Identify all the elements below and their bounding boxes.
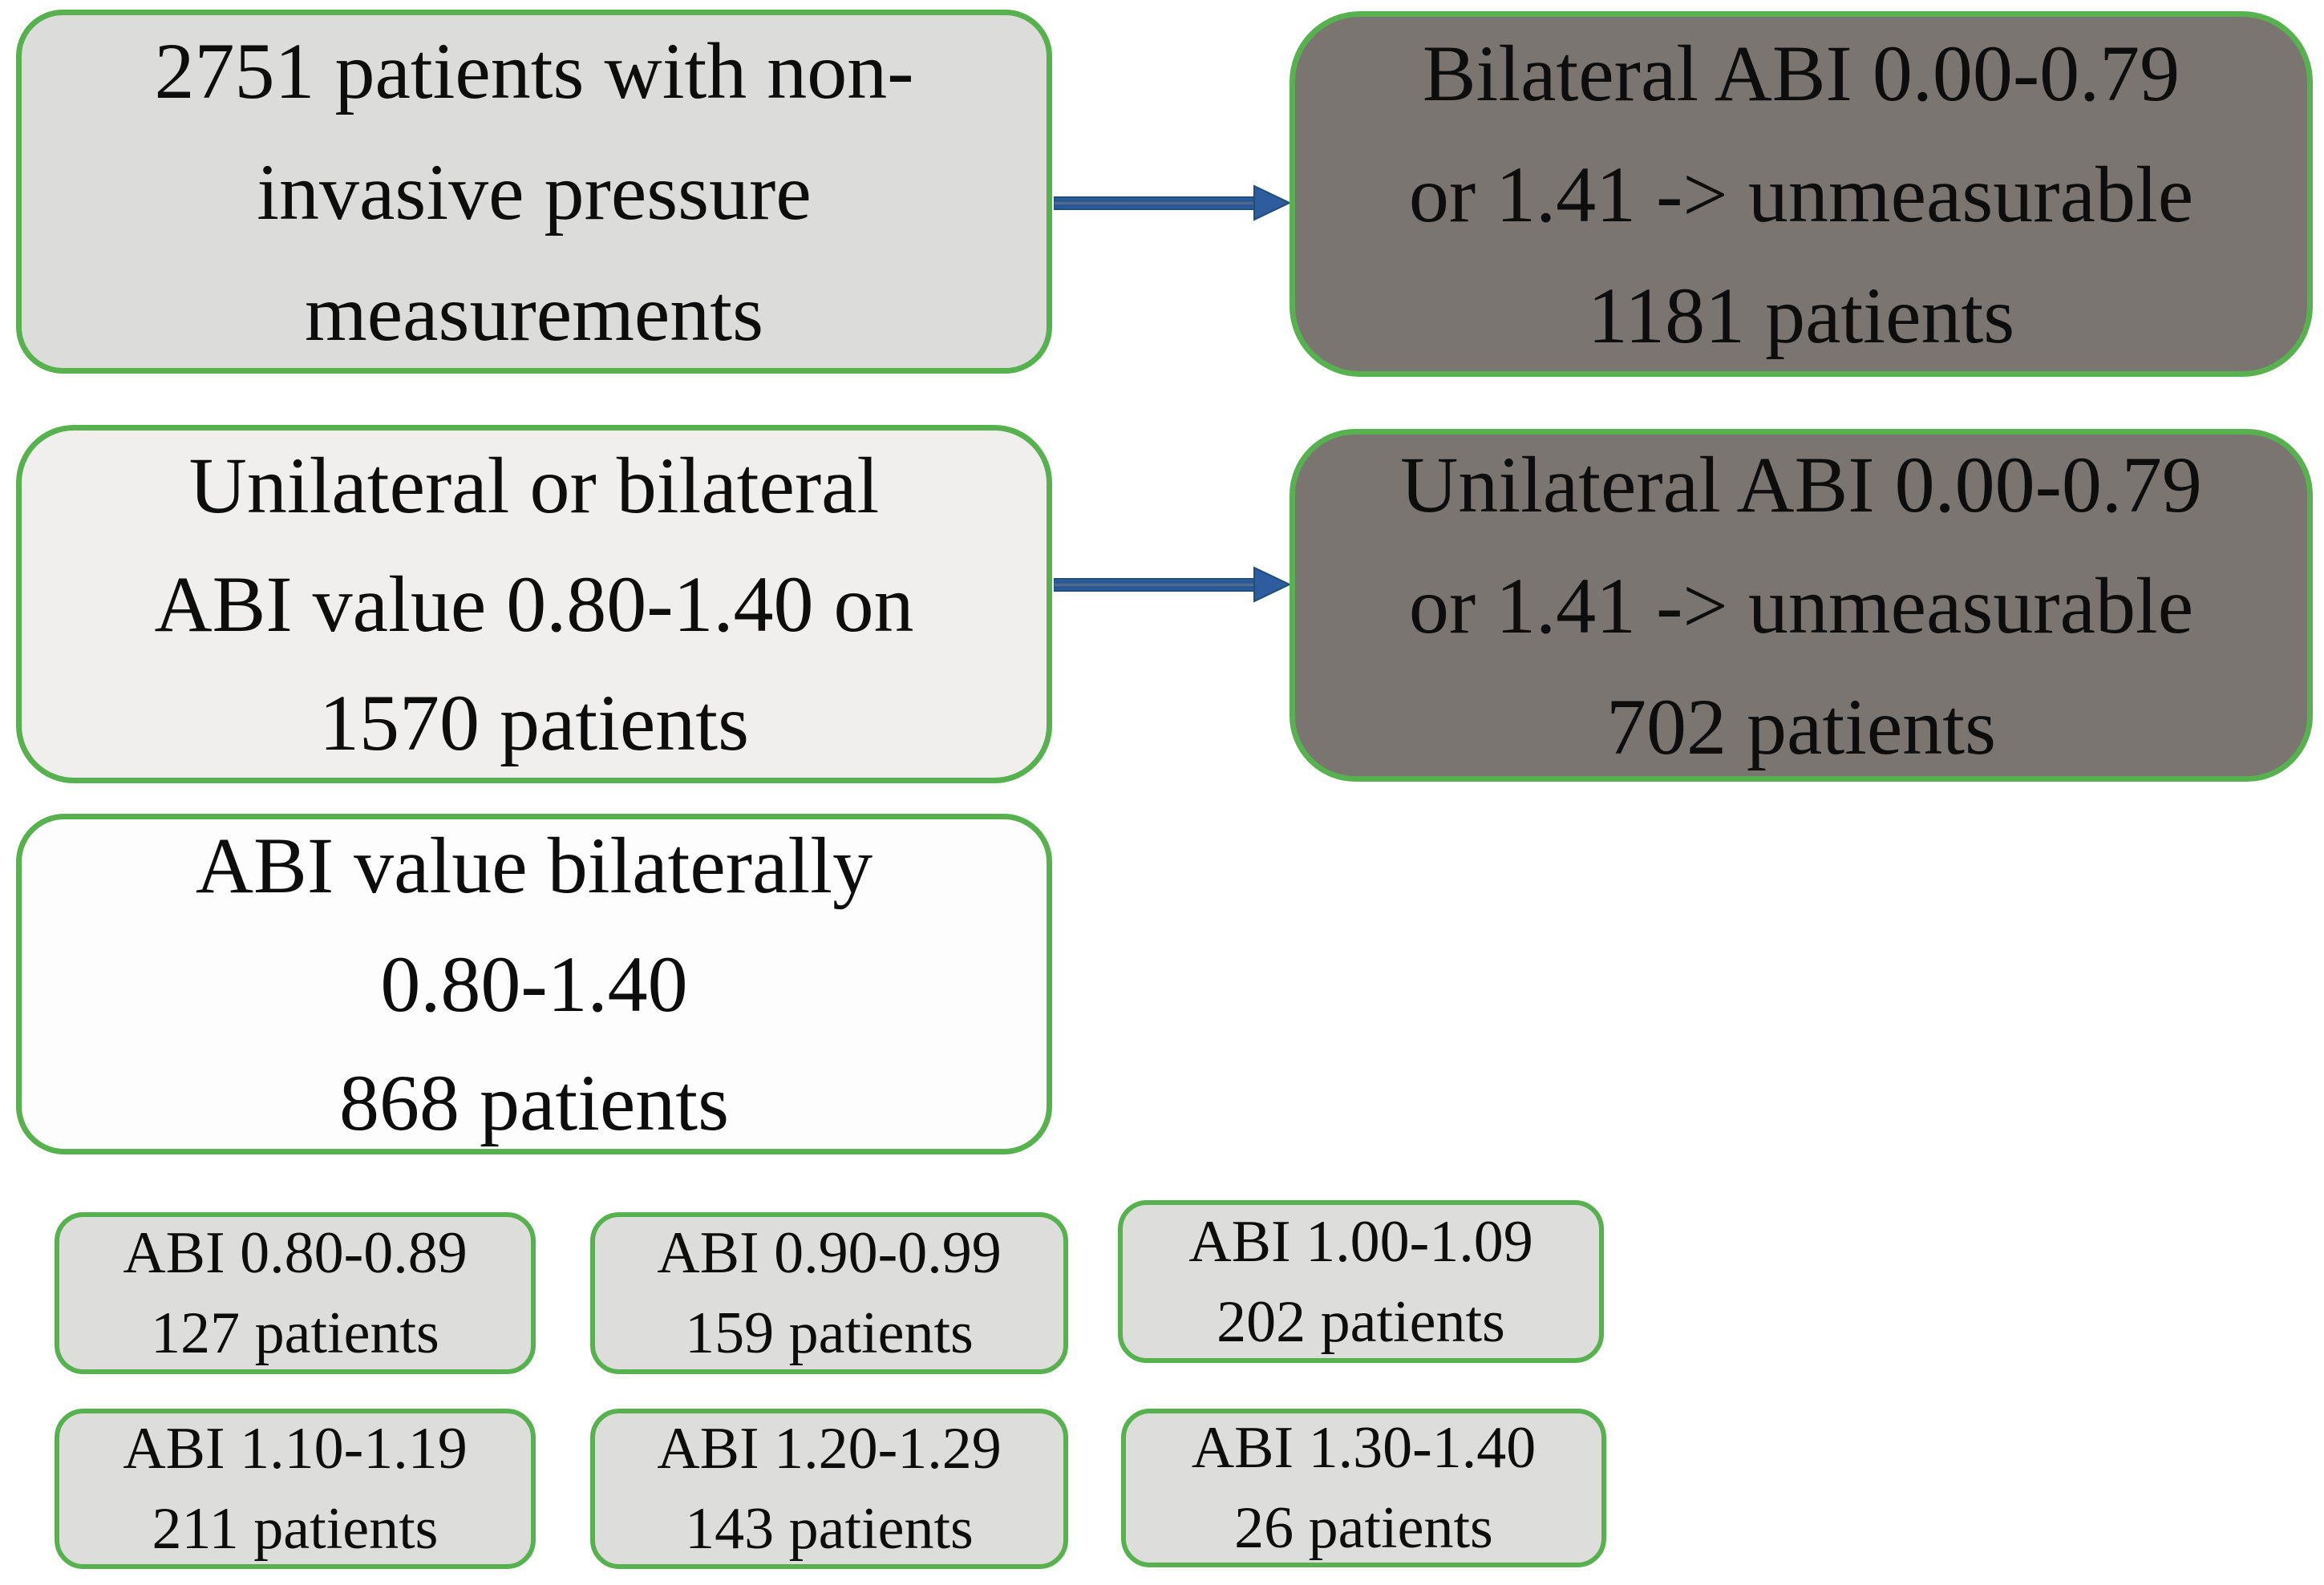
flow-box-text-line: 0.80-1.40: [380, 939, 688, 1029]
subgroup-count: 26 patients: [1234, 1495, 1493, 1561]
flow-box-text-line: invasive pressure: [257, 147, 812, 237]
flow-box-text-line: ABI value bilaterally: [195, 820, 873, 910]
flow-box-text-line: 868 patients: [338, 1057, 730, 1147]
flow-box-initial-cohort: 2751 patients with non- invasive pressur…: [16, 10, 1052, 374]
subgroup-count: 127 patients: [151, 1300, 439, 1366]
arrow-right-icon: [1054, 184, 1291, 221]
flow-box-bilateral-final: ABI value bilaterally 0.80-1.40 868 pati…: [16, 814, 1052, 1154]
flow-box-text-line: or 1.41 -> unmeasurable: [1408, 149, 2194, 239]
subgroup-count: 159 patients: [685, 1300, 974, 1366]
subgroup-box-abi-090-099: ABI 0.90-0.99 159 patients: [590, 1212, 1068, 1374]
subgroup-box-abi-110-119: ABI 1.10-1.19 211 patients: [55, 1409, 536, 1569]
subgroup-count: 202 patients: [1217, 1288, 1505, 1355]
arrow-right-icon: [1054, 566, 1291, 603]
subgroup-count: 143 patients: [685, 1496, 974, 1562]
subgroup-range: ABI 1.00-1.09: [1188, 1208, 1533, 1275]
subgroup-range: ABI 1.30-1.40: [1191, 1415, 1537, 1481]
subgroup-box-abi-120-129: ABI 1.20-1.29 143 patients: [590, 1409, 1068, 1569]
flow-box-eligible-pool: Unilateral or bilateral ABI value 0.80-1…: [16, 425, 1052, 783]
flow-box-unilateral-excluded: Unilateral ABI 0.00-0.79 or 1.41 -> unme…: [1290, 429, 2313, 782]
subgroup-range: ABI 1.20-1.29: [657, 1416, 1002, 1482]
flow-box-text-line: 1181 patients: [1587, 270, 2015, 360]
flow-box-text-line: ABI value 0.80-1.40 on: [154, 559, 914, 649]
subgroup-range: ABI 0.80-0.89: [123, 1220, 468, 1286]
flow-box-text-line: or 1.41 -> unmeasurable: [1408, 560, 2194, 650]
subgroup-box-abi-100-109: ABI 1.00-1.09 202 patients: [1118, 1200, 1604, 1363]
flow-box-text-line: Bilateral ABI 0.00-0.79: [1422, 28, 2180, 118]
flow-box-text-line: Unilateral ABI 0.00-0.79: [1400, 439, 2202, 529]
flow-box-text-line: Unilateral or bilateral: [188, 440, 880, 530]
subgroup-range: ABI 0.90-0.99: [657, 1220, 1002, 1286]
subgroup-box-abi-080-089: ABI 0.80-0.89 127 patients: [55, 1212, 536, 1374]
subgroup-count: 211 patients: [152, 1496, 439, 1562]
flow-box-text-line: 702 patients: [1605, 681, 1997, 771]
flow-box-text-line: 2751 patients with non-: [154, 26, 914, 115]
flow-box-bilateral-excluded: Bilateral ABI 0.00-0.79 or 1.41 -> unmea…: [1290, 11, 2313, 377]
subgroup-range: ABI 1.10-1.19: [123, 1416, 468, 1482]
subgroup-box-abi-130-140: ABI 1.30-1.40 26 patients: [1121, 1409, 1606, 1567]
flow-box-text-line: measurements: [304, 268, 764, 358]
flow-box-text-line: 1570 patients: [318, 677, 750, 767]
